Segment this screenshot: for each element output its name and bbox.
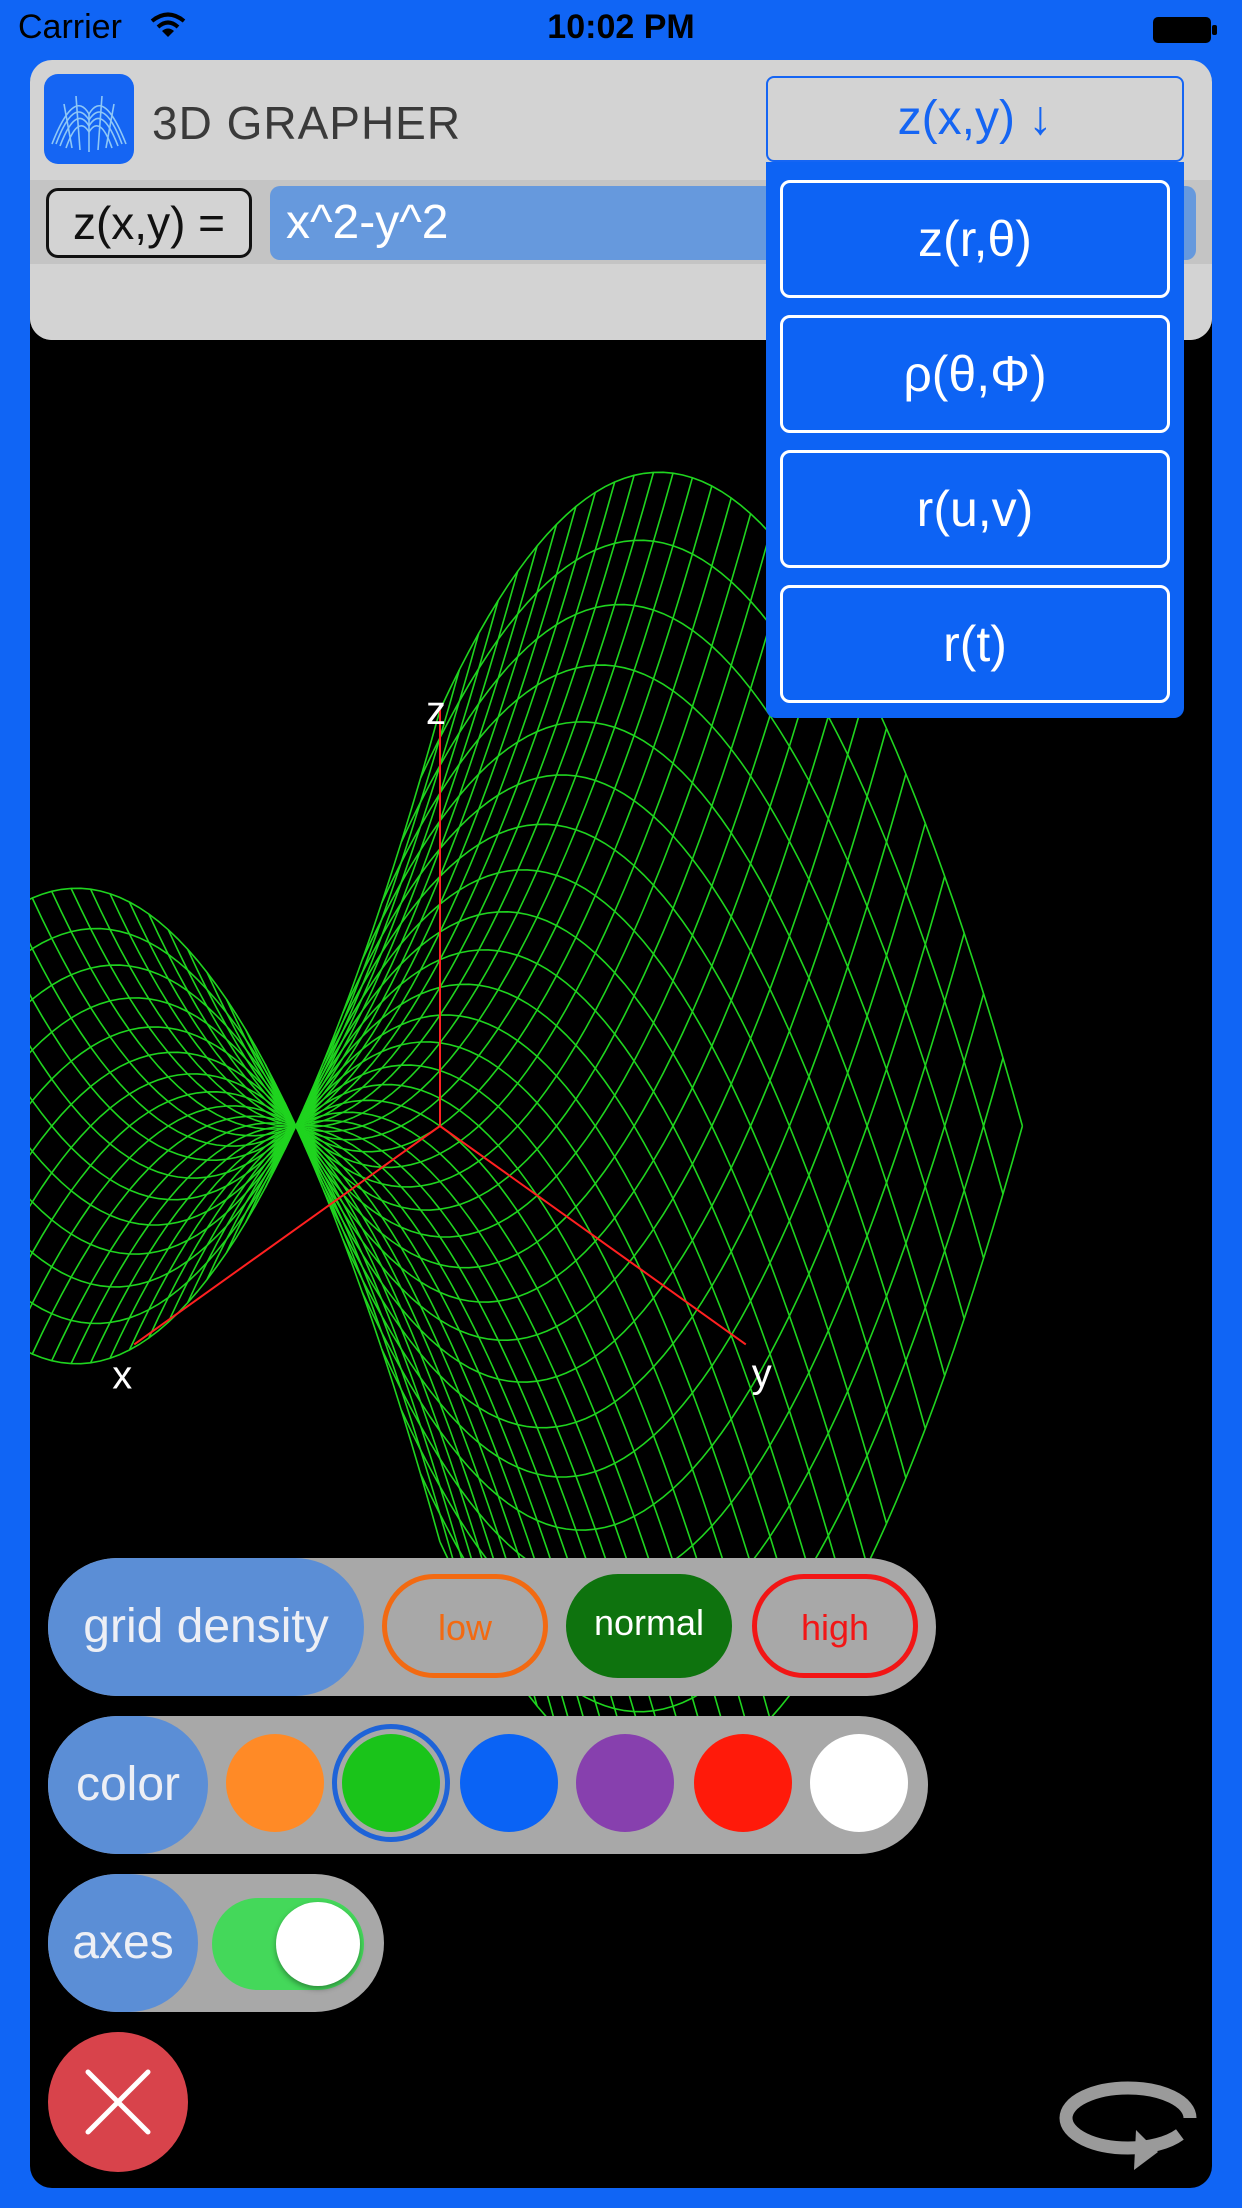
surface-grid-line [30, 927, 461, 1583]
rotate-icon [1059, 2081, 1197, 2170]
app-title: 3D GRAPHER [152, 97, 462, 149]
toggle-knob [276, 1902, 360, 1986]
app-icon [44, 74, 134, 164]
mode-option-parametric-curve[interactable]: r(t) [780, 585, 1170, 703]
surface-grid-line [30, 887, 441, 1543]
mode-option-parametric-surface[interactable]: r(u,v) [780, 450, 1170, 568]
surface-grid-line [245, 983, 830, 1639]
surface-grid-line [30, 524, 558, 1179]
close-button[interactable] [48, 2032, 188, 2172]
x-axis [133, 1125, 441, 1346]
status-bar: Carrier 10:02 PM [0, 0, 1242, 60]
color-swatch-blue[interactable] [460, 1734, 558, 1832]
density-normal-button[interactable]: normal [566, 1574, 732, 1678]
surface-grid-line [342, 823, 927, 1478]
density-high-button[interactable]: high [752, 1574, 918, 1678]
carrier-label: Carrier [18, 8, 122, 46]
axes-toggle[interactable] [212, 1898, 364, 1990]
color-swatch-orange[interactable] [226, 1734, 324, 1832]
mode-option-polar[interactable]: z(r,θ) [780, 180, 1170, 298]
surface-grid-line [245, 613, 830, 1269]
axes-control: axes [48, 1874, 384, 2012]
saddle-surface-icon [51, 95, 127, 152]
close-icon [85, 2069, 151, 2135]
clock: 10:02 PM [547, 8, 695, 46]
surface-grid-line [206, 556, 791, 1211]
surface-plot[interactable]: z x y [30, 62, 1212, 2188]
rotate-button[interactable] [1054, 2048, 1202, 2196]
selected-color-ring [332, 1724, 450, 1842]
x-axis-label: x [112, 1353, 132, 1397]
grid-density-control: grid density low normal high [48, 1558, 936, 1696]
mode-option-spherical[interactable]: ρ(θ,Φ) [780, 315, 1170, 433]
axes-label: axes [48, 1874, 198, 2012]
z-axis-label: z [426, 689, 446, 733]
density-low-button[interactable]: low [382, 1574, 548, 1678]
wifi-icon [150, 12, 186, 37]
surface-grid-line [30, 1026, 519, 1681]
grid-density-label: grid density [48, 1558, 364, 1696]
y-axis-label: y [752, 1351, 772, 1395]
mode-dropdown-button[interactable]: z(x,y) ↓ [766, 76, 1184, 162]
battery-icon [1153, 17, 1217, 43]
y-axis [439, 1125, 747, 1346]
color-swatch-purple[interactable] [576, 1734, 674, 1832]
color-swatch-green[interactable] [342, 1734, 440, 1832]
surface-grid-line [30, 964, 480, 1620]
color-swatch-red[interactable] [694, 1734, 792, 1832]
surface-grid-line [30, 997, 499, 1652]
color-label: color [48, 1716, 208, 1854]
color-swatch-white[interactable] [810, 1734, 908, 1832]
surface-grid-line [30, 506, 577, 1162]
surface-grid-line [361, 876, 946, 1531]
surface-grid-line [30, 492, 597, 1147]
color-control: color [48, 1716, 928, 1854]
mode-dropdown-menu: z(r,θ) ρ(θ,Φ) r(u,v) r(t) [766, 162, 1184, 718]
equation-type-label[interactable]: z(x,y) = [46, 188, 252, 258]
